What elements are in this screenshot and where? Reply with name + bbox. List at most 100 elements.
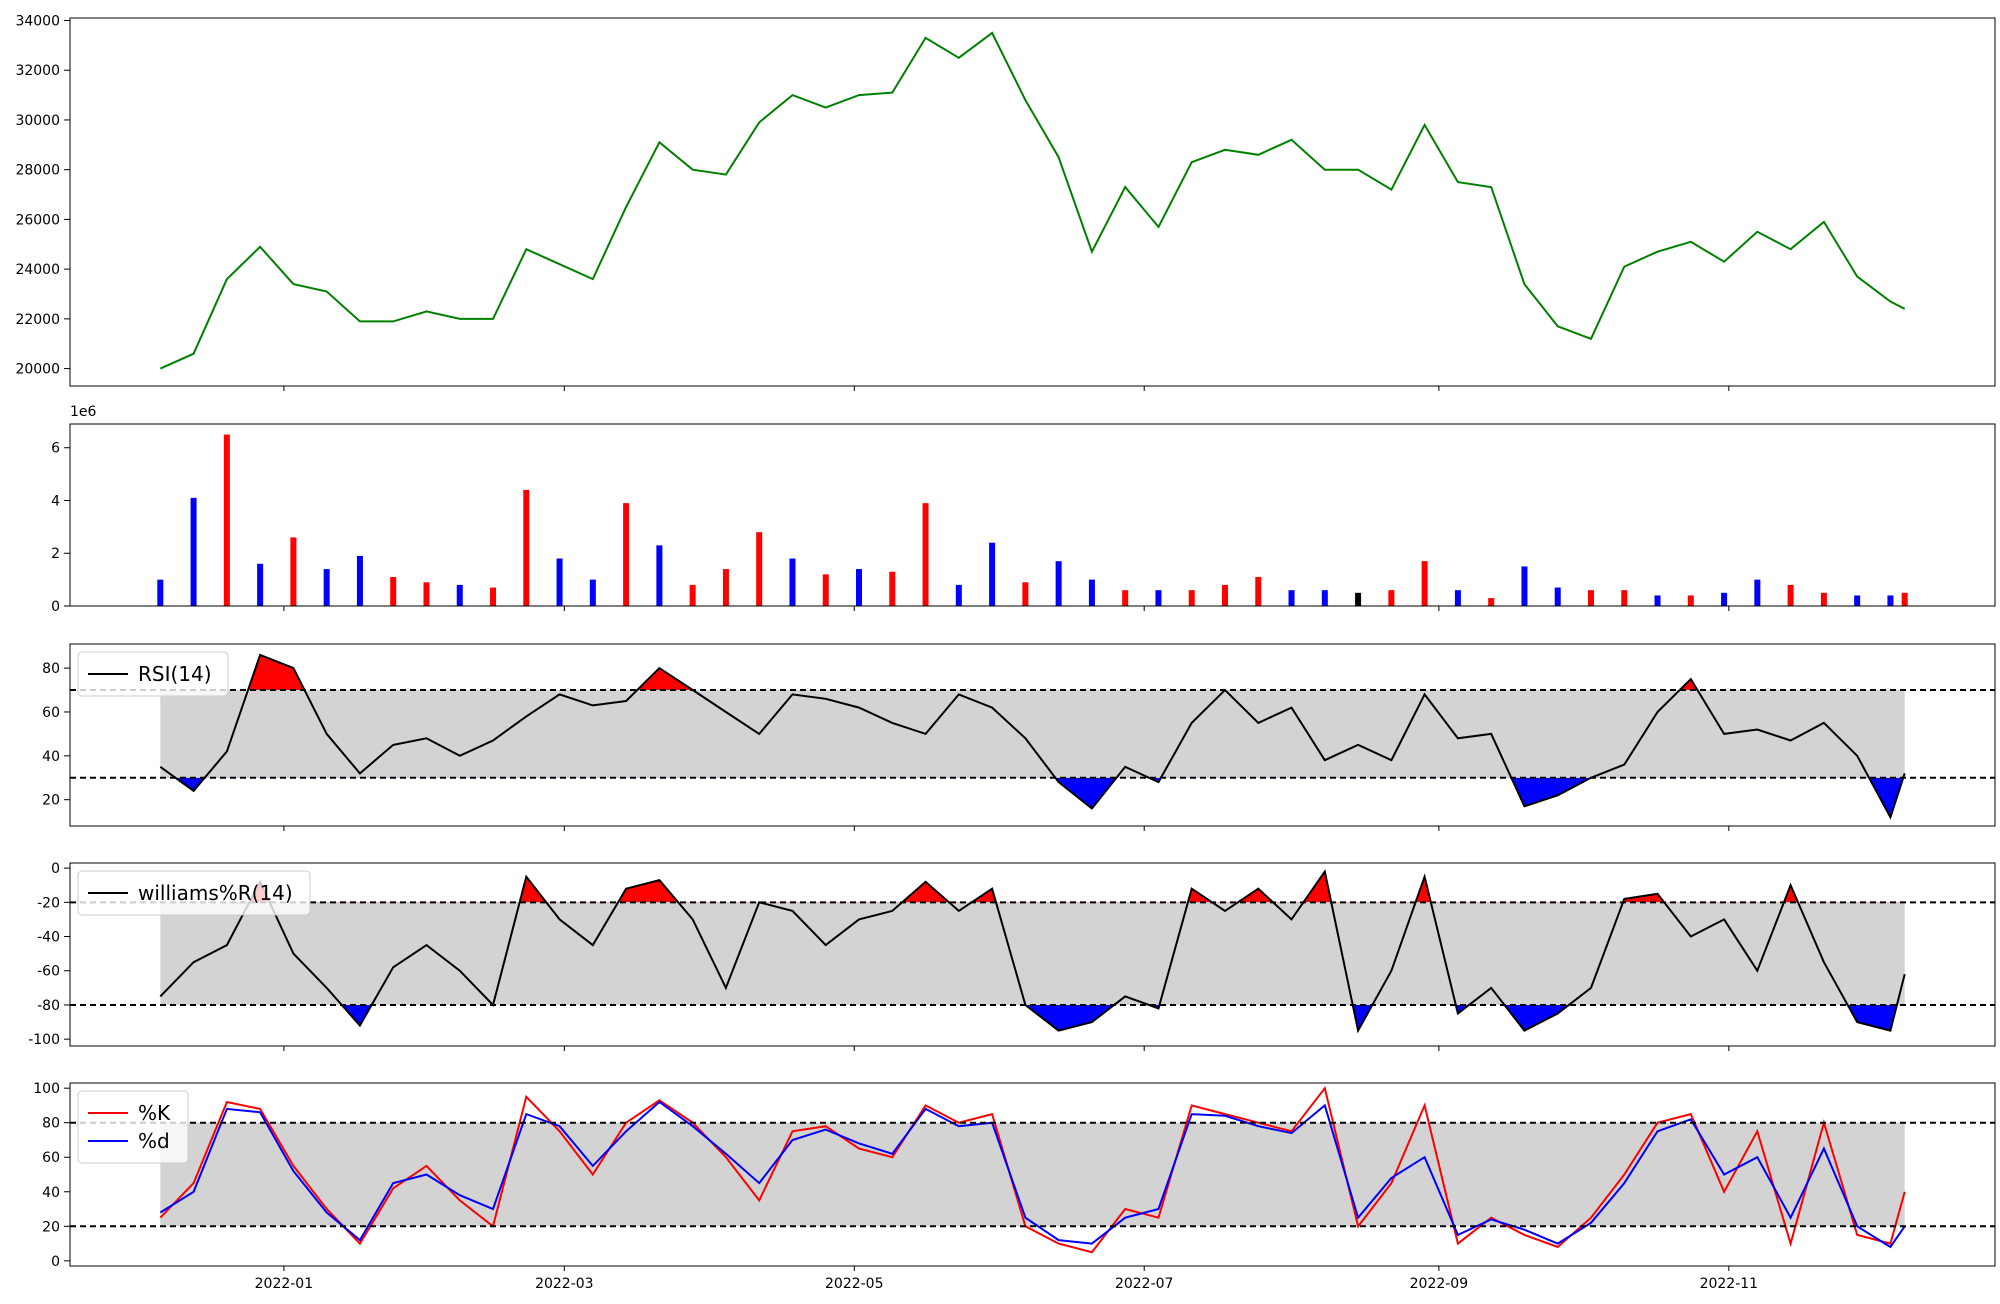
- volume-bar: [1854, 595, 1861, 606]
- price-ytick-label: 26000: [15, 212, 60, 228]
- volume-bar: [1687, 595, 1694, 606]
- stochastic-ytick-label: 40: [42, 1185, 60, 1201]
- volume-bar: [756, 532, 763, 606]
- volume-bar: [1155, 590, 1162, 606]
- volume-bar: [1222, 584, 1228, 606]
- volume-bar: [623, 503, 630, 606]
- price-ytick-label: 34000: [15, 13, 60, 29]
- volume-bar: [789, 558, 796, 606]
- williams-ytick-label: -60: [37, 964, 60, 980]
- rsi-legend-label: RSI(14): [138, 662, 212, 686]
- williams-ytick-label: -100: [28, 1032, 60, 1048]
- volume-bar: [1188, 590, 1195, 606]
- x-tick-label: 2022-01: [255, 1276, 314, 1292]
- williams-neutral-band: [160, 902, 1905, 1005]
- volume-bar: [556, 558, 563, 606]
- williams-ytick-label: -80: [37, 998, 60, 1014]
- volume-bar: [722, 569, 729, 606]
- price-ytick-label: 30000: [15, 113, 60, 129]
- volume-bar: [356, 555, 363, 606]
- volume-bar: [656, 545, 663, 606]
- volume-bar: [889, 571, 896, 606]
- volume-bar: [1754, 579, 1761, 606]
- stochastic-legend-label: %K: [138, 1101, 171, 1125]
- volume-bar: [822, 574, 829, 606]
- volume-bar: [1421, 561, 1428, 606]
- volume-bar: [1554, 587, 1561, 606]
- x-tick-label: 2022-11: [1700, 1276, 1759, 1292]
- price-ytick-label: 22000: [15, 312, 60, 328]
- volume-bar: [390, 576, 397, 606]
- volume-bar: [856, 569, 863, 606]
- williams-ytick-label: -20: [37, 895, 60, 911]
- volume-panel-frame: [69, 423, 1996, 607]
- williams-ytick-label: -40: [37, 930, 60, 946]
- volume-bar: [157, 579, 164, 606]
- volume-ytick-label: 2: [51, 546, 60, 562]
- price-line: [159, 31, 1906, 370]
- williams-panel-frame: [69, 862, 1996, 1047]
- volume-bar: [290, 537, 297, 606]
- rsi-ytick-label: 80: [42, 661, 60, 677]
- volume-bar: [1820, 592, 1827, 606]
- volume-bar: [1022, 582, 1029, 606]
- stochastic-ytick-label: 100: [33, 1081, 60, 1097]
- stochastic-neutral-band: [160, 1122, 1905, 1227]
- volume-bar: [1288, 590, 1295, 606]
- x-tick-label: 2022-05: [825, 1276, 884, 1292]
- price-ytick-label: 28000: [15, 163, 60, 179]
- rsi-legend-box: [77, 651, 229, 697]
- price-ytick-label: 24000: [15, 262, 60, 278]
- volume-bar: [1321, 590, 1328, 606]
- volume-bar: [1621, 590, 1628, 606]
- price-panel-frame: [69, 17, 1996, 387]
- volume-bar: [1122, 590, 1129, 606]
- x-tick-label: 2022-03: [535, 1276, 594, 1292]
- volume-bar: [323, 569, 330, 606]
- stochastic-ytick-label: 60: [42, 1150, 60, 1166]
- volume-bar: [1255, 576, 1262, 606]
- volume-bar: [1355, 592, 1362, 606]
- volume-bar: [190, 497, 197, 606]
- volume-bar: [1488, 598, 1495, 606]
- stochastic-legend-box: [77, 1090, 189, 1164]
- volume-bar: [1388, 590, 1395, 606]
- volume-bar: [689, 584, 696, 606]
- rsi-ytick-label: 40: [42, 749, 60, 765]
- volume-bar: [1901, 592, 1908, 606]
- volume-ytick-label: 0: [51, 599, 60, 615]
- rsi-panel-frame: [69, 643, 1996, 827]
- volume-bar: [1088, 579, 1095, 606]
- stochastic-ytick-label: 0: [51, 1254, 60, 1270]
- volume-bar: [223, 434, 230, 606]
- stochastic-line-d: [159, 1100, 1906, 1249]
- stochastic-ytick-label: 20: [42, 1219, 60, 1235]
- x-tick-label: 2022-07: [1115, 1276, 1174, 1292]
- volume-ytick-label: 4: [51, 493, 60, 509]
- williams-ytick-label: 0: [51, 861, 60, 877]
- volume-bar: [922, 503, 929, 606]
- stochastic-line-K: [159, 1085, 1906, 1254]
- volume-bar: [989, 542, 996, 606]
- volume-bar: [589, 579, 596, 606]
- stochastic-ytick-label: 80: [42, 1116, 60, 1132]
- volume-bar: [1887, 595, 1894, 606]
- volume-bar: [1587, 590, 1594, 606]
- price-ytick-label: 32000: [15, 63, 60, 79]
- x-tick-label: 2022-09: [1410, 1276, 1469, 1292]
- volume-bar: [955, 584, 962, 606]
- volume-bar: [490, 587, 497, 606]
- williams-legend-label: williams%R(14): [138, 881, 293, 905]
- volume-bar: [1055, 561, 1062, 606]
- volume-bar: [257, 563, 264, 606]
- volume-bar: [1521, 566, 1528, 606]
- rsi-ytick-label: 60: [42, 705, 60, 721]
- volume-bar: [1454, 590, 1461, 606]
- stochastic-legend-label: %d: [138, 1129, 170, 1153]
- williams-legend-box: [77, 870, 311, 916]
- rsi-ytick-label: 20: [42, 793, 60, 809]
- williams-line: [159, 869, 1906, 1034]
- volume-bar: [1721, 592, 1728, 606]
